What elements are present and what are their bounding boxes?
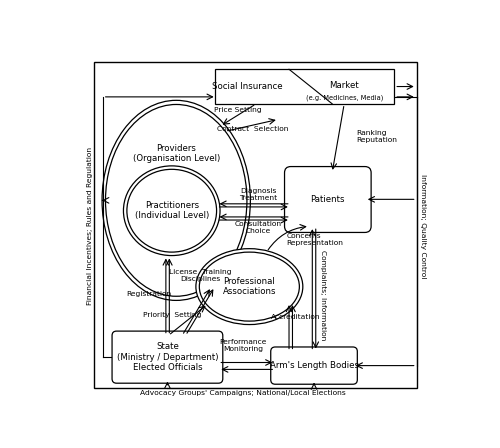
Ellipse shape [196, 249, 303, 324]
FancyBboxPatch shape [215, 69, 394, 104]
Ellipse shape [124, 166, 220, 255]
Text: Market: Market [330, 82, 359, 90]
Text: State
(Ministry / Department)
Elected Officials: State (Ministry / Department) Elected Of… [116, 342, 218, 372]
Text: Financial Incentives; Rules and Regulation: Financial Incentives; Rules and Regulati… [87, 147, 93, 305]
Text: Providers
(Organisation Level): Providers (Organisation Level) [132, 144, 220, 164]
Text: Patients: Patients [310, 195, 345, 204]
Text: Contract  Selection: Contract Selection [217, 125, 288, 132]
Ellipse shape [102, 100, 251, 301]
Text: Priority  Setting: Priority Setting [142, 312, 201, 318]
Text: Performance
Monitoring: Performance Monitoring [220, 340, 267, 353]
Text: Social Insurance: Social Insurance [212, 82, 283, 91]
FancyBboxPatch shape [270, 347, 358, 384]
Text: Arm's Length Bodies: Arm's Length Bodies [270, 361, 358, 370]
Ellipse shape [106, 104, 247, 296]
Ellipse shape [127, 169, 216, 252]
Text: License  Training
Disciplines: License Training Disciplines [169, 269, 232, 282]
Text: Practitioners
(Individual Level): Practitioners (Individual Level) [134, 201, 209, 220]
FancyBboxPatch shape [284, 167, 371, 233]
Text: Consultation
Choice: Consultation Choice [234, 221, 282, 234]
Text: Price Setting: Price Setting [214, 107, 262, 113]
Text: Registration: Registration [126, 290, 172, 297]
FancyBboxPatch shape [112, 331, 223, 383]
Text: Complaints; Information: Complaints; Information [320, 250, 326, 340]
Text: Professional
Associations: Professional Associations [222, 277, 276, 296]
Text: Accreditation: Accreditation [271, 314, 320, 320]
Text: Information; Quality Control: Information; Quality Control [420, 174, 426, 278]
Text: (e.g. Medicines, Media): (e.g. Medicines, Media) [306, 95, 383, 101]
Ellipse shape [200, 252, 300, 321]
Text: Diagnosis
Treatment: Diagnosis Treatment [239, 189, 277, 202]
Text: Concerns
Representation: Concerns Representation [286, 233, 344, 246]
Text: Ranking
Reputation: Ranking Reputation [356, 130, 398, 143]
Text: Advocacy Groups' Campaigns; National/Local Elections: Advocacy Groups' Campaigns; National/Loc… [140, 389, 346, 396]
